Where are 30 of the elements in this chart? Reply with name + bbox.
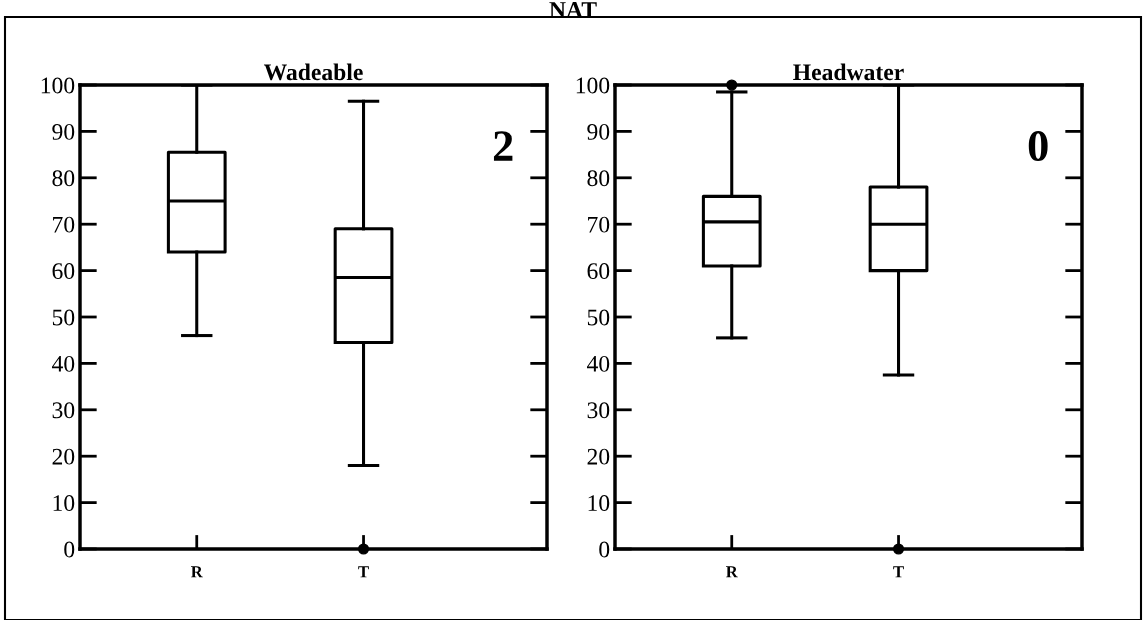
chart-title: Wadeable [263, 63, 363, 81]
y-tick-label: 50 [52, 309, 75, 326]
y-tick-label: 80 [52, 170, 75, 187]
chart-title: Headwater [793, 63, 904, 81]
annotation: 2 [493, 131, 513, 161]
y-tick-label: 30 [587, 402, 610, 419]
x-tick-label: R [726, 566, 738, 578]
y-tick-label: 90 [587, 123, 610, 140]
y-tick-label: 70 [53, 216, 75, 233]
y-tick-label: 80 [587, 170, 610, 187]
y-tick-label: 10 [588, 495, 610, 512]
y-tick-label: 20 [52, 448, 75, 465]
y-tick-label: 60 [587, 263, 610, 280]
y-tick-label: 10 [53, 495, 75, 512]
x-tick-label: T [893, 566, 904, 578]
annotation: 0 [1028, 131, 1048, 162]
x-tick-label: T [358, 566, 369, 578]
y-tick-label: 70 [588, 216, 610, 233]
y-tick-label: 100 [41, 77, 75, 94]
y-tick-label: 40 [586, 355, 610, 372]
y-tick-label: 40 [51, 355, 75, 372]
y-tick-label: 100 [576, 77, 610, 94]
y-tick-label: 0 [64, 541, 75, 558]
y-tick-label: 60 [52, 263, 75, 280]
x-tick-label: R [191, 566, 203, 578]
y-tick-label: 50 [587, 309, 610, 326]
y-tick-label: 30 [52, 402, 75, 419]
y-tick-label: 0 [599, 541, 610, 558]
y-tick-label: 20 [587, 448, 610, 465]
y-tick-label: 90 [52, 123, 75, 140]
